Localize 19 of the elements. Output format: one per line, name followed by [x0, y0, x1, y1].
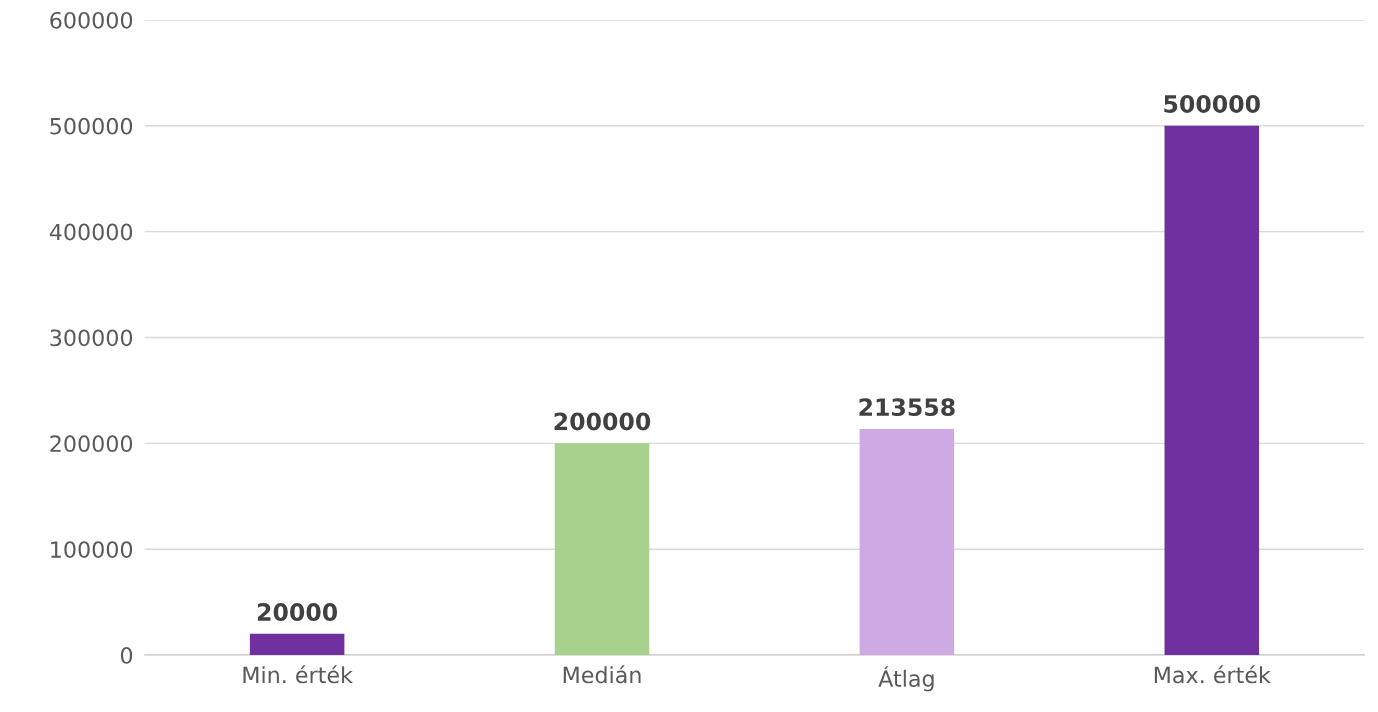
data-label: 200000: [554, 412, 651, 431]
y-tick-label: 600000: [50, 11, 133, 29]
y-tick-label: 0: [120, 646, 133, 664]
y-tick-label: 100000: [51, 541, 133, 558]
data-label: 20000: [257, 603, 338, 621]
y-tick-label: 200000: [50, 435, 133, 453]
x-tick-label: Max. érték: [1154, 665, 1271, 684]
bar: [859, 428, 955, 656]
y-tick-label: 300000: [50, 329, 133, 347]
y-tick-label: 400000: [49, 223, 133, 241]
bar: [1164, 125, 1260, 656]
data-label: 500000: [1164, 95, 1260, 113]
x-tick-label: Átlag: [878, 666, 934, 692]
bar: [249, 633, 345, 656]
y-tick-label: 500000: [50, 117, 133, 135]
bar: [554, 443, 650, 656]
data-label: 213558: [859, 398, 955, 417]
x-tick-label: Medián: [563, 665, 641, 684]
x-tick-label: Min. érték: [243, 665, 353, 684]
